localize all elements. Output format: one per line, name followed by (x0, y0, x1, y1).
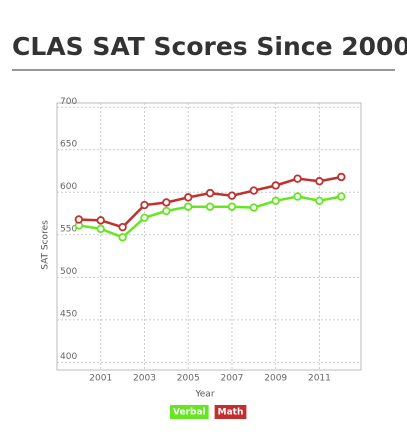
x-axis-label: Year (194, 390, 214, 400)
data-point (118, 222, 127, 232)
legend-label: Math (218, 408, 244, 418)
x-tick-label: 2005 (177, 374, 200, 384)
data-point (315, 196, 324, 205)
data-point (140, 213, 149, 222)
y-tick-label: 700 (60, 97, 77, 107)
data-point (74, 215, 84, 224)
data-point (227, 202, 237, 211)
legend-swatch (170, 405, 209, 419)
data-point (293, 174, 302, 183)
data-point (315, 177, 324, 186)
data-point (162, 206, 171, 216)
x-tick-label: 2007 (221, 374, 244, 384)
legend-label: Verbal (173, 408, 206, 418)
y-tick-label: 400 (60, 352, 77, 362)
data-point (205, 202, 215, 211)
y-axis-label: SAT Scores (41, 220, 51, 270)
data-point (96, 216, 105, 225)
x-tick-label: 2003 (133, 374, 156, 384)
data-point (118, 233, 127, 242)
data-point (337, 192, 346, 201)
y-tick-label: 500 (60, 267, 77, 277)
data-point (184, 202, 193, 211)
y-tick-label: 550 (60, 224, 77, 234)
data-point (337, 172, 346, 182)
data-point (205, 188, 215, 198)
data-point (184, 193, 193, 202)
x-tick-label: 2009 (264, 374, 287, 384)
data-point (293, 192, 302, 201)
data-point (249, 186, 259, 195)
data-point (96, 224, 105, 234)
data-point (227, 191, 237, 200)
chart-title: CLAS SAT Scores Since 2000 (12, 32, 407, 61)
data-point (140, 200, 149, 210)
series-line (78, 175, 342, 229)
plot-frame (56, 102, 362, 371)
x-tick-label: 2001 (89, 374, 112, 384)
data-point (271, 196, 280, 205)
data-point (271, 181, 280, 190)
data-point (162, 198, 171, 207)
data-point (249, 203, 259, 212)
y-tick-label: 600 (60, 182, 77, 192)
x-tick-label: 2011 (308, 374, 331, 384)
y-tick-label: 450 (60, 309, 77, 319)
y-tick-label: 650 (60, 139, 77, 149)
legend-swatch (214, 405, 247, 419)
